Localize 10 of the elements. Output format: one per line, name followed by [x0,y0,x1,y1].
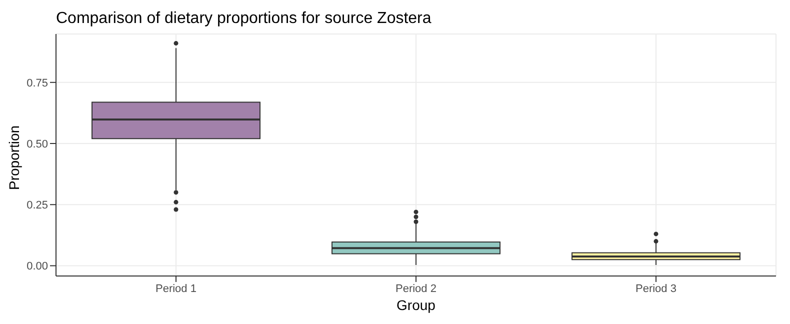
x-axis-title: Group [396,297,436,313]
y-axis-title: Proportion [6,125,22,190]
x-tick-label: Period 1 [156,282,196,295]
chart-title: Comparison of dietary proportions for source Zostera [55,9,432,29]
x-tick-label: Period 2 [396,282,436,295]
y-tick-label: 0.50 [26,138,48,150]
y-tick-label: 0.00 [26,260,48,273]
y-tick-label: 0.25 [26,200,48,212]
x-tick-label: Period 3 [636,282,676,295]
y-tick-label: 0.75 [26,77,48,90]
